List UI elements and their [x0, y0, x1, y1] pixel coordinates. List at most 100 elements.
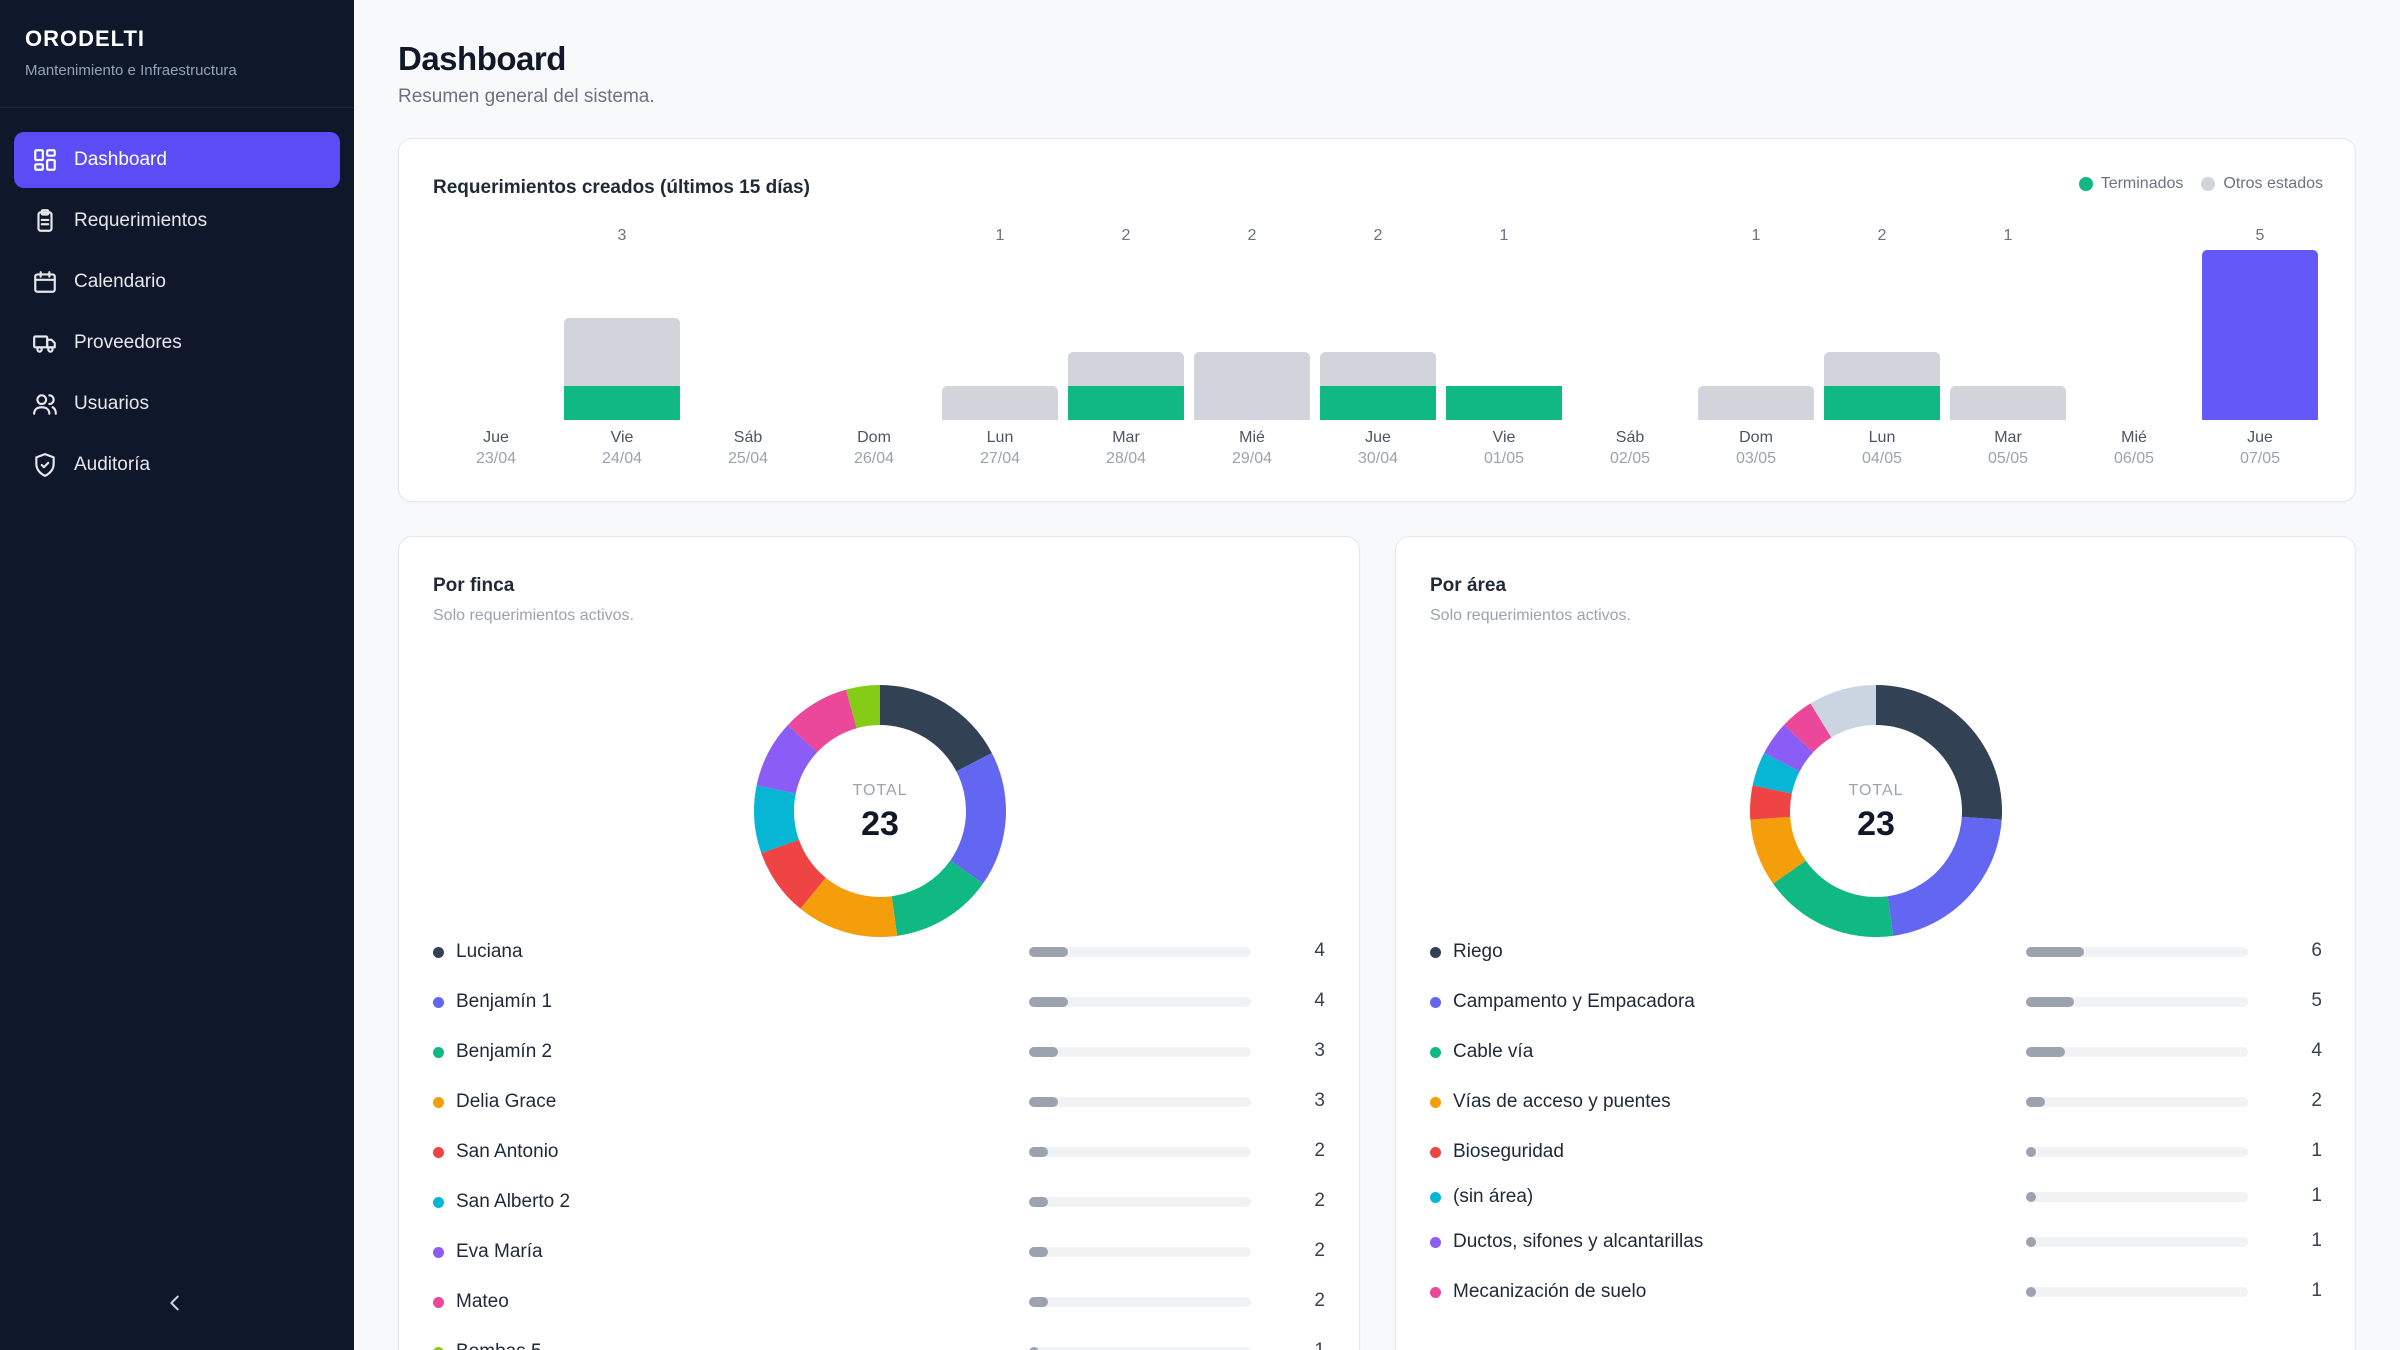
bar-terminados[interactable]	[1068, 386, 1184, 420]
legend-item-otros: Otros estados	[2201, 175, 2323, 193]
list-item-label: Bioseguridad	[1453, 1141, 1564, 1162]
x-tick-date: 07/05	[2240, 450, 2280, 467]
list-item-count: 3	[1314, 1040, 1325, 1061]
bar-value-label: 2	[1878, 227, 1887, 244]
list-item-dot	[433, 1246, 444, 1258]
donut-slice[interactable]	[880, 685, 992, 772]
dashboard-icon	[32, 147, 58, 173]
donut-slice[interactable]	[1752, 753, 1800, 794]
brand-name: ORODELTI	[25, 26, 146, 51]
bar-value-label: 1	[996, 227, 1005, 244]
list-item: Benjamín 1	[433, 987, 552, 1017]
x-tick-day: Mar	[1994, 429, 2022, 446]
list-item: Ductos, sifones y alcantarillas	[1430, 1227, 1703, 1257]
users-icon	[32, 391, 58, 417]
list-item: San Antonio	[433, 1137, 558, 1167]
por-finca-title: Por finca	[433, 575, 515, 596]
list-item-bar-fill	[2026, 947, 2084, 957]
list-item-bar-fill	[2026, 1237, 2036, 1247]
x-tick-day: Mié	[1239, 429, 1265, 446]
list-item-label: Luciana	[456, 941, 523, 962]
list-item-count: 2	[1314, 1140, 1325, 1161]
donut-slice[interactable]	[800, 877, 898, 937]
list-item-count: 5	[2311, 990, 2322, 1011]
list-item-bar-fill	[1029, 1247, 1049, 1257]
brand: ORODELTI Mantenimiento e Infraestructura	[0, 0, 354, 108]
x-tick-date: 04/05	[1862, 450, 1902, 467]
sidebar-nav: Dashboard Requerimientos Calendario Prov…	[0, 108, 354, 493]
donut-slice[interactable]	[1764, 724, 1814, 772]
list-item-bar-fill	[2026, 1192, 2036, 1202]
donut-slice[interactable]	[787, 689, 857, 753]
list-item-label: Ductos, sifones y alcantarillas	[1453, 1231, 1704, 1252]
donut-slice[interactable]	[756, 724, 818, 794]
list-item-bar-fill	[2026, 1097, 2046, 1107]
list-item-count: 2	[2311, 1090, 2322, 1111]
bar-total[interactable]	[942, 386, 1058, 420]
bar-terminados[interactable]	[1446, 386, 1562, 420]
list-item: Mecanización de suelo	[1430, 1277, 1646, 1307]
bar-total[interactable]	[1698, 386, 1814, 420]
x-tick-date: 30/04	[1358, 450, 1398, 467]
list-item-count: 2	[1314, 1190, 1325, 1211]
x-tick-day: Dom	[857, 429, 891, 446]
donut-slice[interactable]	[1783, 703, 1832, 753]
list-item-label: Eva María	[456, 1241, 543, 1262]
brand-subtitle: Mantenimiento e Infraestructura	[25, 62, 237, 79]
list-item: Eva María	[433, 1237, 543, 1267]
list-item: Vías de acceso y puentes	[1430, 1087, 1671, 1117]
x-tick-date: 28/04	[1106, 450, 1146, 467]
sidebar-item-dashboard[interactable]: Dashboard	[14, 132, 340, 188]
x-tick-date: 23/04	[476, 450, 516, 467]
donut-slice[interactable]	[1773, 860, 1894, 937]
bar-terminados[interactable]	[564, 386, 680, 420]
sidebar-item-calendario[interactable]: Calendario	[14, 254, 340, 310]
bar-value-label: 2	[1248, 227, 1257, 244]
legend-swatch-otros	[2201, 177, 2216, 191]
donut-slice[interactable]	[1750, 816, 1806, 884]
donut-slice[interactable]	[1810, 685, 1876, 738]
legend-swatch-terminados	[2078, 177, 2093, 191]
collapse-sidebar-button[interactable]	[160, 1290, 190, 1320]
donut-slice[interactable]	[1876, 685, 2002, 820]
bar-value-label: 2	[1374, 227, 1383, 244]
list-item-count: 1	[2311, 1185, 2322, 1206]
donut-slice[interactable]	[754, 785, 799, 854]
sidebar-item-proveedores[interactable]: Proveedores	[14, 315, 340, 371]
list-item-count: 2	[1314, 1240, 1325, 1261]
list-item-bar-track	[1029, 947, 1251, 957]
bar-total[interactable]	[1950, 386, 2066, 420]
list-item-bar-fill	[2026, 1147, 2036, 1157]
list-item-bar-track	[2026, 1237, 2248, 1247]
bar-value-label: 2	[1122, 227, 1131, 244]
list-item: San Alberto 2	[433, 1187, 570, 1217]
bar-value-label: 3	[618, 227, 627, 244]
donut-slice[interactable]	[1887, 816, 2002, 936]
list-item-bar-track	[2026, 997, 2248, 1007]
bar-terminados[interactable]	[1320, 386, 1436, 420]
donut-slice[interactable]	[950, 753, 1007, 884]
list-item-label: San Antonio	[456, 1141, 559, 1162]
donut-slice[interactable]	[846, 685, 880, 729]
sidebar-item-auditoria[interactable]: Auditoría	[14, 437, 340, 493]
main-content: Dashboard Resumen general del sistema. R…	[354, 0, 2400, 1350]
donut-slice[interactable]	[891, 860, 983, 936]
bar-total[interactable]	[1194, 352, 1310, 420]
list-item-label: Vías de acceso y puentes	[1453, 1091, 1671, 1112]
list-item-bar-track	[2026, 1192, 2248, 1202]
list-item-dot	[433, 996, 444, 1008]
list-item-dot	[1430, 1286, 1441, 1298]
donut-slice[interactable]	[761, 839, 826, 909]
sidebar-item-usuarios[interactable]: Usuarios	[14, 376, 340, 432]
sidebar-item-requerimientos[interactable]: Requerimientos	[14, 193, 340, 249]
list-item: Bioseguridad	[1430, 1137, 1564, 1167]
bar-terminados[interactable]	[1824, 386, 1940, 420]
list-item-bar-track	[1029, 1197, 1251, 1207]
x-tick-day: Jue	[1365, 429, 1391, 446]
x-tick-day: Mar	[1112, 429, 1140, 446]
list-item-dot	[433, 1296, 444, 1308]
donut-slice[interactable]	[1750, 785, 1792, 820]
list-item-bar-fill	[1029, 1097, 1058, 1107]
bar-total[interactable]	[2202, 250, 2318, 420]
x-tick-date: 29/04	[1232, 450, 1272, 467]
